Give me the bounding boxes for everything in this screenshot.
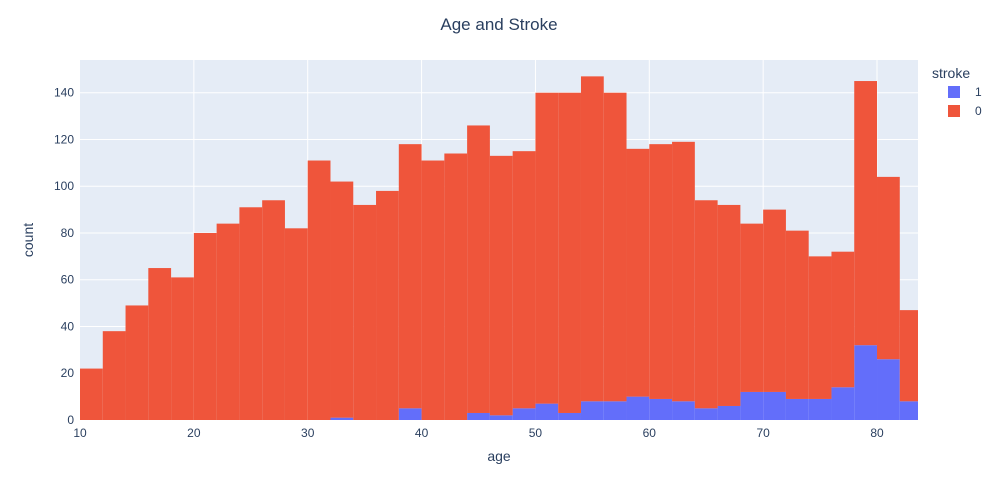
chart-title: Age and Stroke [440,15,557,34]
legend-item-0[interactable]: 0 [948,104,982,118]
bar-stroke-0[interactable] [262,200,285,420]
bar-stroke-1[interactable] [854,345,878,420]
bar-stroke-0[interactable] [148,268,172,420]
x-tick-label: 40 [415,426,429,440]
bar-stroke-0[interactable] [239,207,263,420]
bar-stroke-1[interactable] [740,391,764,420]
legend: stroke 1 0 [932,65,982,118]
bar-stroke-1[interactable] [467,412,490,420]
bar-stroke-0[interactable] [216,223,240,420]
bar-stroke-0[interactable] [785,230,809,399]
bar-stroke-1[interactable] [785,398,809,420]
bar-stroke-1[interactable] [512,408,536,420]
y-tick-label: 60 [61,273,75,287]
bar-stroke-0[interactable] [171,277,194,420]
bar-stroke-1[interactable] [580,401,604,420]
bar-stroke-1[interactable] [558,412,581,420]
bar-stroke-0[interactable] [193,232,217,420]
x-tick-label: 70 [756,426,770,440]
bar-stroke-1[interactable] [672,401,695,420]
bar-stroke-1[interactable] [694,408,718,420]
bar-stroke-1[interactable] [831,387,855,420]
bar-stroke-1[interactable] [763,391,786,420]
y-axis-title: count [20,223,36,257]
bar-stroke-0[interactable] [672,141,695,402]
bar-stroke-0[interactable] [444,153,468,420]
bar-stroke-0[interactable] [831,251,855,388]
bar-stroke-0[interactable] [626,148,650,397]
y-tick-label: 20 [61,366,75,380]
bar-stroke-0[interactable] [899,310,918,402]
bar-stroke-0[interactable] [376,190,399,420]
x-tick-label: 20 [187,426,201,440]
legend-swatch-1 [948,86,960,98]
bar-stroke-0[interactable] [467,125,490,413]
y-tick-label: 80 [61,226,75,240]
x-tick-label: 60 [643,426,657,440]
bar-stroke-0[interactable] [763,209,786,392]
bar-stroke-0[interactable] [740,223,764,392]
x-axis-title: age [487,448,511,464]
bars [80,76,918,421]
bar-stroke-1[interactable] [535,403,559,420]
x-tick-label: 50 [529,426,543,440]
bar-stroke-0[interactable] [649,144,673,399]
bar-stroke-1[interactable] [717,405,741,420]
bar-stroke-0[interactable] [421,160,445,421]
x-axis-ticks: 10 20 30 40 50 60 70 80 [73,426,884,440]
x-tick-label: 10 [73,426,87,440]
bar-stroke-0[interactable] [80,368,103,420]
bar-stroke-0[interactable] [330,181,354,418]
bar-stroke-0[interactable] [398,144,422,409]
bar-stroke-1[interactable] [649,398,673,420]
x-tick-label: 30 [301,426,315,440]
legend-title: stroke [932,65,970,81]
bar-stroke-0[interactable] [125,305,149,420]
bar-stroke-1[interactable] [489,415,513,420]
y-tick-label: 100 [54,179,74,193]
y-tick-label: 120 [54,132,74,146]
bar-stroke-0[interactable] [694,200,718,409]
bar-stroke-1[interactable] [899,401,918,420]
y-tick-label: 40 [61,319,75,333]
bar-stroke-0[interactable] [877,176,900,360]
y-axis-ticks: 0 20 40 60 80 100 120 140 [54,86,74,427]
bar-stroke-0[interactable] [102,331,126,420]
bar-stroke-0[interactable] [854,81,878,346]
bar-stroke-0[interactable] [603,92,627,402]
bar-stroke-0[interactable] [512,151,536,409]
bar-stroke-0[interactable] [808,256,832,399]
y-tick-label: 140 [54,86,74,100]
legend-label-0: 0 [975,104,982,118]
bar-stroke-0[interactable] [558,92,581,413]
y-tick-label: 0 [67,413,74,427]
legend-label-1: 1 [975,85,982,99]
bar-stroke-1[interactable] [330,417,354,420]
legend-swatch-0 [948,105,960,117]
x-tick-label: 80 [870,426,884,440]
bar-stroke-0[interactable] [535,92,559,404]
bar-stroke-0[interactable] [307,160,331,421]
bar-stroke-1[interactable] [603,401,627,420]
bar-stroke-1[interactable] [877,359,900,420]
bar-stroke-0[interactable] [284,228,308,420]
bar-stroke-0[interactable] [489,155,513,416]
bar-stroke-1[interactable] [626,396,650,420]
bar-stroke-0[interactable] [717,204,741,406]
legend-item-1[interactable]: 1 [948,85,982,99]
bar-stroke-0[interactable] [580,76,604,402]
bar-stroke-0[interactable] [353,204,377,420]
bar-stroke-1[interactable] [808,398,832,420]
bar-stroke-1[interactable] [398,408,422,420]
